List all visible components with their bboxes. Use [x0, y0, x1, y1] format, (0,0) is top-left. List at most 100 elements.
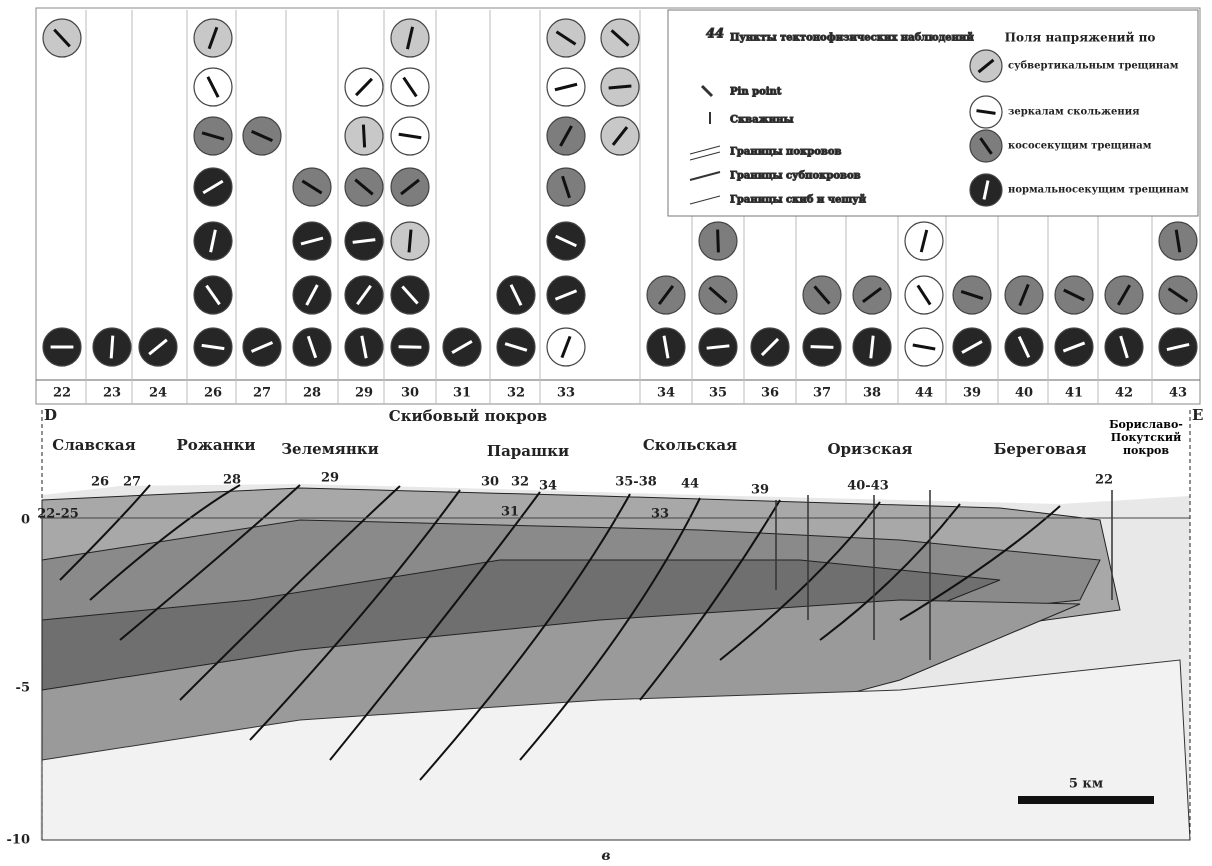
stress-arrow [1117, 284, 1131, 306]
stress-arrow [716, 229, 720, 253]
stress-arrow [1063, 288, 1085, 302]
stress-arrow [53, 28, 71, 48]
stress-arrow [810, 345, 834, 349]
stress-arrow [559, 125, 573, 147]
stress-arrow [982, 180, 990, 200]
stress-arrow [657, 284, 675, 306]
wells [775, 490, 1113, 660]
stress-arrow [250, 341, 274, 353]
column-label: 28 [303, 386, 321, 401]
legend-items: субвертикальным трещинам зеркалам скольже… [969, 49, 1189, 207]
stress-arrow [960, 290, 984, 300]
point-label: 39 [751, 483, 769, 498]
column-label: 23 [103, 386, 121, 401]
columns: 22 23 24 26 27 28 29 30 31 32 33 34 35 36 37 38 44 39 40 41… [42, 10, 1198, 404]
point-label: 44 [681, 477, 699, 492]
stress-arrow [209, 229, 217, 253]
column-label: 27 [253, 386, 271, 401]
stress-arrow [555, 234, 577, 248]
stress-arrow [206, 76, 220, 98]
point-label: 22 [1095, 473, 1113, 488]
column-label: 41 [1065, 386, 1083, 401]
stress-arrow [451, 340, 473, 354]
column-label: 35 [709, 386, 727, 401]
stress-arrow [554, 289, 578, 301]
point-labels: 22-25 26 27 28 29 30 32 34 31 35-38 33 44 39 40-43 22 [37, 471, 1113, 522]
unit-label: Бориславо-Покутский покров [1109, 418, 1183, 457]
stress-arrow [608, 84, 632, 90]
legend-text: Pin point [730, 87, 782, 98]
column-label: 26 [204, 386, 222, 401]
column-label: 44 [915, 386, 933, 401]
stress-arrow [869, 335, 875, 359]
stress-arrow [708, 286, 728, 304]
unit-label: Славская [52, 436, 135, 454]
point-label: 27 [123, 475, 141, 490]
stress-arrow [400, 178, 420, 196]
faults [59, 484, 1061, 781]
stress-arrow [407, 229, 413, 253]
legend-text: Границы субпокровов [730, 171, 861, 182]
section-end: D [44, 406, 57, 424]
point-label: 22-25 [37, 507, 79, 522]
stress-arrow [205, 284, 221, 306]
stress-arrow [554, 82, 578, 92]
stress-arrow [1167, 287, 1189, 303]
stress-arrow [555, 30, 577, 46]
point-label: 31 [501, 505, 519, 520]
depth-label: -5 [16, 681, 30, 696]
point-label: 33 [651, 507, 669, 522]
point-label: 32 [511, 475, 529, 490]
cross-section: D E Скибовый покров Славская Рожанки Зел… [7, 406, 1204, 848]
stress-arrow [207, 26, 219, 50]
stress-arrow [398, 132, 422, 140]
stress-arrow [352, 238, 376, 244]
stress-arrow [977, 58, 995, 74]
column-label: 33 [557, 386, 575, 401]
point-label: 35-38 [615, 475, 657, 490]
stress-arrow [361, 124, 367, 148]
legend-text: Границы покровов [730, 147, 841, 158]
stress-arrow [306, 335, 318, 359]
stress-arrow [706, 344, 730, 350]
column-label: 22 [53, 386, 71, 401]
stress-arrow [1018, 283, 1030, 307]
section-end: E [1192, 406, 1203, 424]
stress-arrow [360, 335, 368, 359]
stress-arrow [402, 76, 418, 98]
column-label: 32 [507, 386, 525, 401]
stress-arrow [610, 29, 630, 47]
unit-label: Береговая [994, 440, 1087, 458]
stress-arrow [201, 131, 225, 141]
column-label: 36 [761, 386, 779, 401]
legend-item: зеркалам скольжения [1008, 107, 1140, 118]
stress-arrow [1174, 229, 1182, 253]
legend-text: Пункты тектонофизических наблюдений [730, 33, 974, 44]
stress-arrow [1166, 342, 1190, 352]
stress-arrow [916, 284, 932, 306]
stress-arrow [861, 286, 883, 304]
cover-label: Скибовый покров [389, 407, 547, 425]
unit-label: Скольская [643, 436, 737, 454]
column-label: 29 [355, 386, 373, 401]
unit-label: Парашки [487, 442, 569, 460]
unit-label: Оризская [827, 440, 912, 458]
stress-arrow [961, 340, 983, 354]
stress-arrow [401, 285, 419, 305]
stress-arrow [509, 284, 523, 306]
stress-arrow [760, 337, 780, 357]
stress-arrow [912, 343, 936, 351]
stress-arrow [355, 77, 373, 97]
stress-arrow [356, 284, 372, 306]
stress-arrow [560, 335, 572, 359]
legend-line [689, 195, 721, 205]
stress-arrow [148, 338, 168, 356]
column-label: 42 [1115, 386, 1133, 401]
column-label: 43 [1169, 386, 1187, 401]
scale-label: 5 км [1069, 777, 1103, 792]
scale-bar [1018, 796, 1154, 804]
stress-arrow [305, 284, 319, 306]
legend-line [689, 145, 721, 161]
stress-arrow [301, 179, 323, 195]
